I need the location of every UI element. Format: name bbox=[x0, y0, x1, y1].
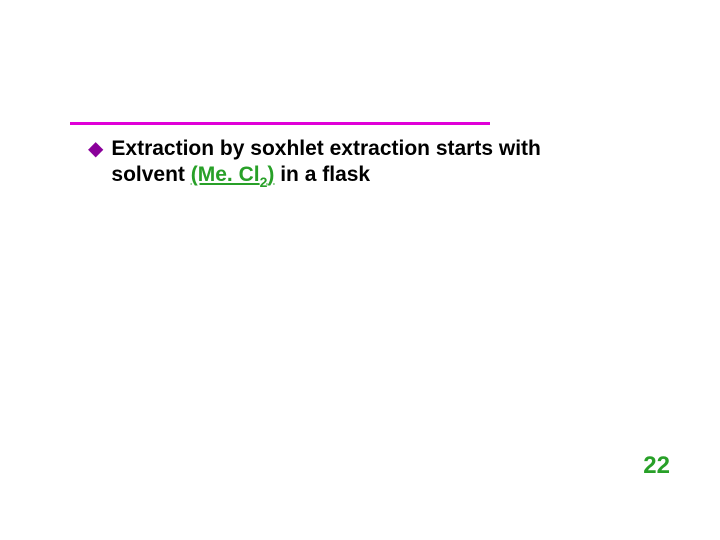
horizontal-rule bbox=[70, 122, 490, 125]
bullet-rest-2: in a flask bbox=[274, 163, 370, 186]
page-number: 22 bbox=[643, 452, 670, 480]
bullet-text: Extraction by soxhlet extraction starts … bbox=[111, 136, 550, 194]
bullet-lead: Extraction bbox=[111, 137, 214, 160]
bullet-item: ◆ Extraction by soxhlet extraction start… bbox=[88, 136, 550, 194]
content-block: ◆ Extraction by soxhlet extraction start… bbox=[88, 136, 550, 194]
diamond-bullet-icon: ◆ bbox=[88, 136, 103, 162]
slide: ◆ Extraction by soxhlet extraction start… bbox=[0, 0, 720, 540]
solvent-formula: (Me. Cl2) bbox=[191, 163, 275, 186]
solvent-open: (Me. Cl bbox=[191, 163, 260, 186]
solvent-subscript: 2 bbox=[260, 174, 268, 190]
